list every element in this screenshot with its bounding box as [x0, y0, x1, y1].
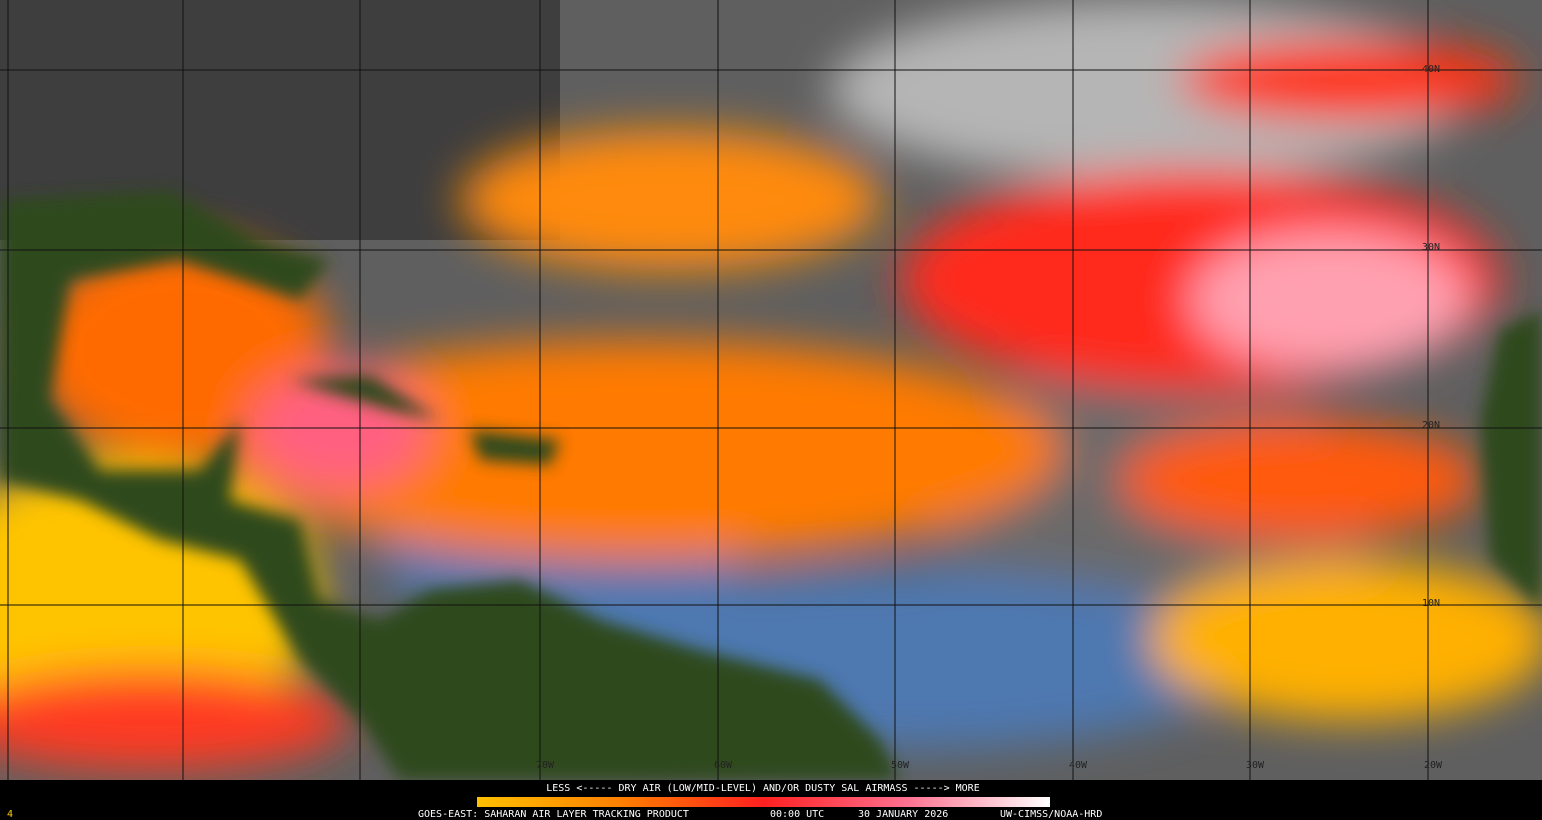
grid-labels: 40N 30N 20N 10N 70W 60W 50W 40W 30W 20W: [536, 64, 1443, 771]
lat-label: 30N: [1422, 242, 1440, 253]
graticule: [0, 0, 1542, 780]
lon-label: 40W: [1069, 760, 1088, 771]
lon-label: 30W: [1246, 760, 1265, 771]
frame-number: 4: [7, 809, 13, 820]
lon-label: 20W: [1424, 760, 1443, 771]
time: 00:00 UTC: [770, 809, 824, 820]
date: 30 JANUARY 2026: [858, 809, 948, 820]
lon-label: 50W: [891, 760, 910, 771]
legend-caption: LESS <----- DRY AIR (LOW/MID-LEVEL) AND/…: [546, 783, 979, 794]
lon-label: 60W: [714, 760, 733, 771]
lat-label: 20N: [1422, 420, 1440, 431]
lon-label: 70W: [536, 760, 555, 771]
imagery: [0, 0, 1542, 780]
color-bar: [477, 797, 1050, 807]
product-name: GOES-EAST: SAHARAN AIR LAYER TRACKING PR…: [418, 809, 689, 820]
credit: UW-CIMSS/NOAA-HRD: [1000, 809, 1102, 820]
lat-label: 10N: [1422, 598, 1440, 609]
lat-label: 40N: [1422, 64, 1440, 75]
